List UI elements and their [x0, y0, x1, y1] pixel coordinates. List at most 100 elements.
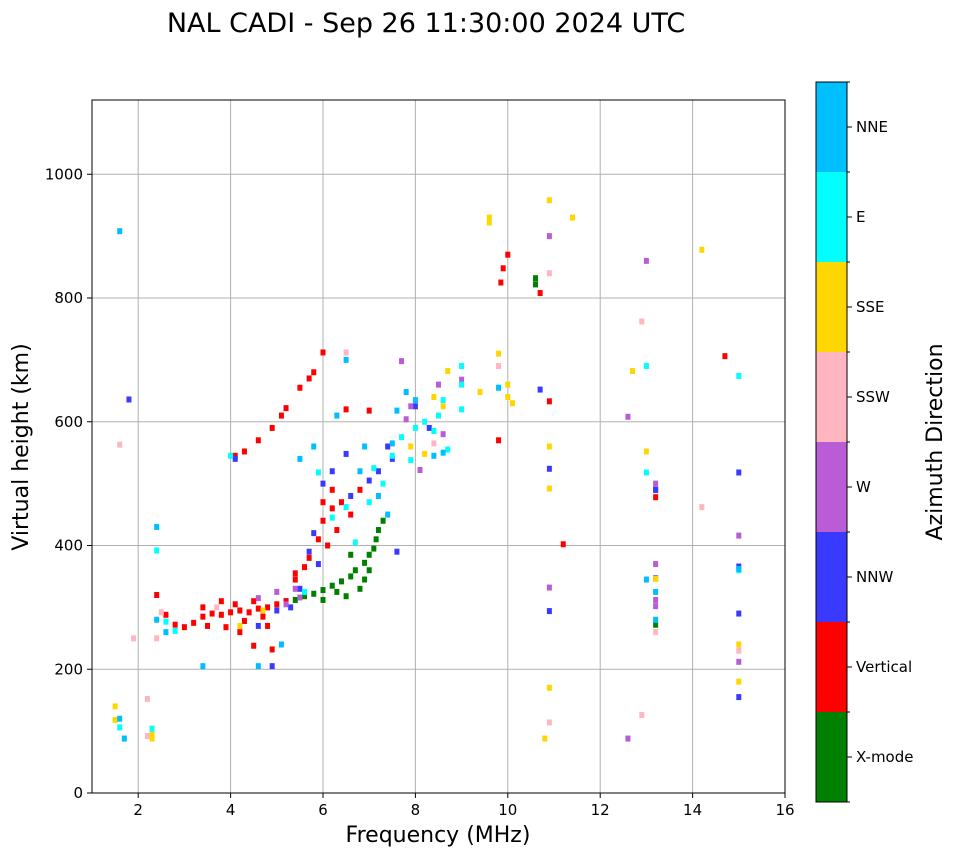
data-point-sse [736, 641, 742, 648]
data-point-vertical [241, 448, 247, 455]
data-point-vertical [251, 598, 257, 605]
series-w [255, 233, 742, 742]
data-point-vertical [163, 611, 169, 618]
data-point-ssw [343, 349, 349, 356]
data-point-e [380, 480, 386, 487]
data-point-x-mode [357, 585, 363, 592]
data-point-vertical [269, 646, 275, 653]
data-point-w [625, 413, 631, 420]
data-point-e [371, 465, 377, 472]
data-point-e [643, 363, 649, 370]
data-point-vertical [722, 353, 728, 360]
data-point-sse [149, 735, 155, 742]
data-point-nne [412, 397, 418, 404]
data-point-vertical [292, 570, 298, 577]
data-point-vertical [260, 613, 266, 620]
data-point-vertical [505, 251, 511, 258]
x-axis-label: Frequency (MHz) [346, 823, 531, 848]
data-point-nnw [385, 443, 391, 450]
colorbar-segment [816, 622, 847, 712]
data-point-nne [394, 407, 400, 414]
colorbar-label: W [856, 478, 871, 496]
x-tick-label: 16 [775, 801, 794, 819]
data-point-x-mode [380, 517, 386, 524]
y-tick-label: 600 [54, 413, 83, 431]
data-point-sse [422, 450, 428, 457]
data-point-nne [496, 384, 502, 391]
data-point-e [163, 618, 169, 625]
data-point-x-mode [373, 536, 379, 543]
data-point-ssw [144, 733, 150, 740]
series-sse [112, 197, 742, 742]
data-point-w [546, 584, 552, 591]
data-point-nnw [736, 610, 742, 617]
colorbar-segment [816, 352, 847, 442]
data-point-vertical [325, 542, 331, 549]
data-point-e [366, 499, 372, 506]
x-axis-ticks: 2 4 6 8 10 12 14 16 [133, 793, 795, 819]
data-point-e [422, 418, 428, 425]
data-point-e [408, 457, 414, 464]
colorbar-segment [816, 262, 847, 352]
data-point-w [546, 233, 552, 240]
data-point-x-mode [533, 281, 539, 288]
data-point-vertical [200, 613, 206, 620]
data-point-sse [643, 448, 649, 455]
data-point-sse [440, 403, 446, 410]
data-point-sse [542, 735, 548, 742]
data-point-x-mode [338, 578, 344, 585]
data-point-vertical [329, 505, 335, 512]
data-point-x-mode [366, 567, 372, 574]
data-point-x-mode [366, 551, 372, 558]
data-point-vertical [172, 621, 178, 628]
data-point-nnw [412, 403, 418, 410]
colorbar: X-mode Vertical NNW W SSW SSE E NNE [815, 81, 913, 803]
data-point-e [154, 547, 160, 554]
data-point-w [255, 595, 261, 602]
data-point-sse [569, 214, 575, 221]
data-point-vertical [232, 452, 238, 459]
x-tick-label: 14 [683, 801, 702, 819]
data-point-vertical [241, 617, 247, 624]
data-point-w [283, 601, 289, 608]
data-point-x-mode [320, 596, 326, 603]
data-point-sse [237, 622, 243, 629]
colorbar-label: NNW [856, 568, 893, 586]
data-point-vertical [191, 619, 197, 626]
data-point-sse [477, 389, 483, 396]
data-point-sse [653, 575, 659, 582]
data-point-nne [343, 356, 349, 363]
data-point-sse [149, 731, 155, 738]
colorbar-segment [816, 712, 847, 802]
data-point-w [459, 376, 465, 383]
data-point-sse [505, 394, 511, 400]
data-point-nnw [232, 455, 238, 462]
data-point-x-mode [362, 576, 368, 583]
colorbar-label: SSE [856, 298, 885, 316]
data-point-e [399, 434, 405, 441]
data-point-vertical [265, 604, 271, 611]
x-tick-label: 2 [133, 801, 143, 819]
data-point-vertical [265, 622, 271, 629]
data-point-vertical [366, 407, 372, 414]
data-point-w [736, 532, 742, 539]
data-point-nne [362, 443, 368, 450]
data-point-nne [736, 566, 742, 573]
data-point-nne [440, 449, 446, 456]
y-axis-label: Virtual height (km) [9, 343, 34, 550]
data-point-vertical [546, 398, 552, 405]
data-point-ssw [736, 647, 742, 654]
data-point-nne [385, 511, 391, 518]
x-tick-label: 8 [411, 801, 421, 819]
data-point-ssw [131, 635, 137, 642]
colorbar-title: Azimuth Direction [923, 343, 948, 540]
data-point-x-mode [292, 596, 298, 603]
data-point-vertical [255, 605, 261, 612]
y-tick-label: 400 [54, 537, 83, 555]
data-point-e [149, 725, 155, 732]
data-point-vertical [292, 576, 298, 583]
data-point-x-mode [334, 588, 340, 595]
data-point-nne [255, 663, 261, 670]
data-point-sse [546, 443, 552, 450]
data-point-e [315, 469, 321, 476]
